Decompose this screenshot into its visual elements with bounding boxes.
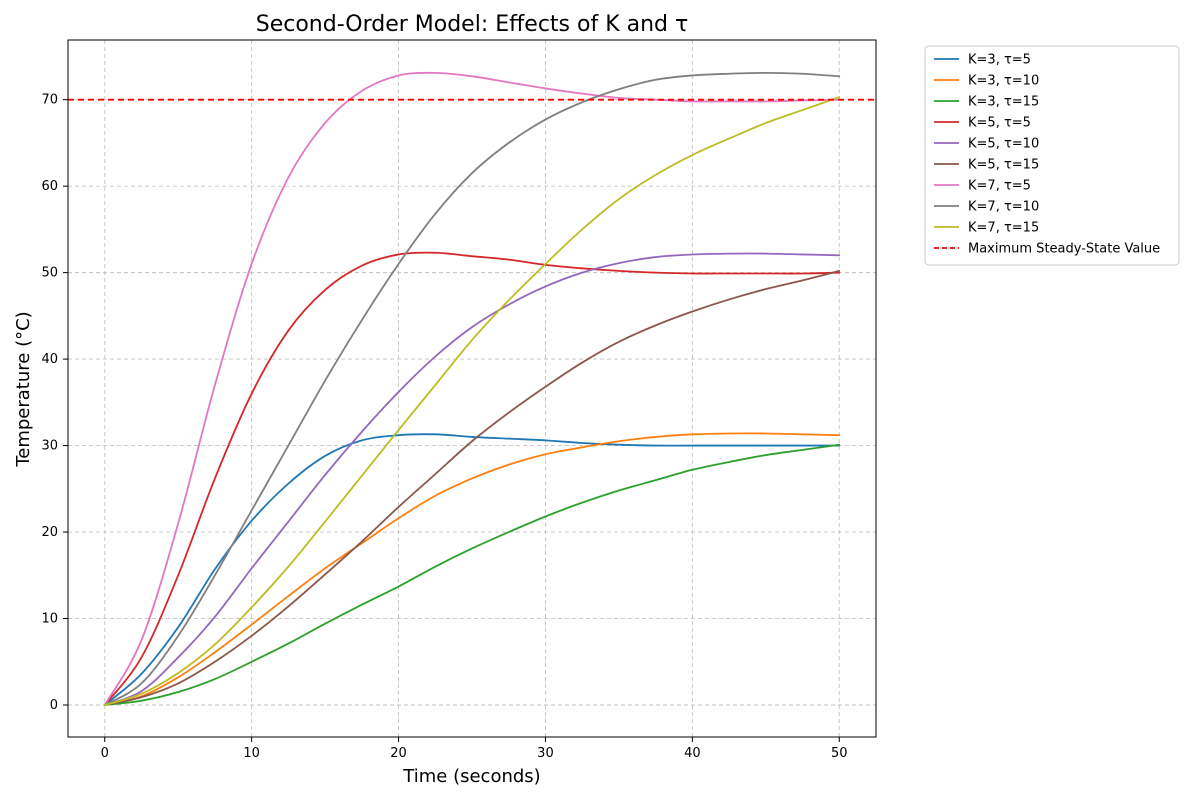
y-tick-label: 30 — [41, 439, 58, 454]
y-tick-label: 40 — [41, 352, 58, 367]
x-tick-label: 50 — [831, 746, 848, 761]
legend-label-k-7-tau-10: K=7, τ=10 — [968, 200, 1039, 215]
legend-label-maximum-steady-state-value: Maximum Steady-State Value — [968, 242, 1160, 257]
x-axis-ticks: 0 10 20 30 40 50 — [101, 737, 848, 761]
x-tick-label: 10 — [243, 746, 260, 761]
legend-label-k-5-tau-5: K=5, τ=5 — [968, 116, 1031, 131]
y-tick-label: 0 — [50, 698, 58, 713]
plot-area-background — [68, 40, 876, 737]
series-line-k-7-tau-5 — [103, 71, 841, 706]
legend-label-k-5-tau-10: K=5, τ=10 — [968, 137, 1039, 152]
series-line-k-3-tau-5 — [103, 433, 841, 706]
legend-box — [924, 45, 1180, 266]
y-tick-label: 60 — [41, 179, 58, 194]
y-tick-label: 50 — [41, 266, 58, 281]
legend-label-k-7-tau-15: K=7, τ=15 — [968, 221, 1039, 236]
chart-title: Second-Order Model: Effects of K and τ — [256, 12, 689, 37]
plot-frame — [67, 39, 877, 738]
legend-label-k-3-tau-15: K=3, τ=15 — [968, 95, 1039, 110]
x-tick-label: 20 — [390, 746, 407, 761]
legend-label-k-3-tau-10: K=3, τ=10 — [968, 74, 1039, 89]
y-tick-label: 70 — [41, 93, 58, 108]
legend-label-k-7-tau-5: K=7, τ=5 — [968, 179, 1031, 194]
legend-label-k-3-tau-5: K=3, τ=5 — [968, 53, 1031, 68]
series-line-k-3-tau-10 — [103, 432, 841, 706]
series-line-k-5-tau-5 — [103, 251, 841, 706]
x-tick-label: 30 — [537, 746, 554, 761]
series-line-k-7-tau-10 — [103, 71, 841, 706]
legend-label-k-5-tau-15: K=5, τ=15 — [968, 158, 1039, 173]
x-axis-label: Time (seconds) — [402, 766, 540, 787]
legend: K=3, τ=5 K=3, τ=10 K=3, τ=15 K=5, τ=5 K=5, τ… — [924, 45, 1180, 266]
series-line-k-3-tau-15 — [103, 443, 841, 706]
x-tick-label: 0 — [101, 746, 109, 761]
series-layer — [103, 71, 841, 706]
series-line-k-7-tau-15 — [103, 96, 841, 706]
y-tick-label: 20 — [41, 525, 58, 540]
y-axis-ticks: 0 10 20 30 40 50 60 70 — [41, 93, 68, 713]
series-line-k-5-tau-10 — [103, 252, 841, 706]
series-line-k-5-tau-15 — [103, 269, 841, 706]
x-tick-label: 40 — [684, 746, 701, 761]
y-axis-label: Temperature (°C) — [13, 311, 34, 467]
y-tick-label: 10 — [41, 612, 58, 627]
